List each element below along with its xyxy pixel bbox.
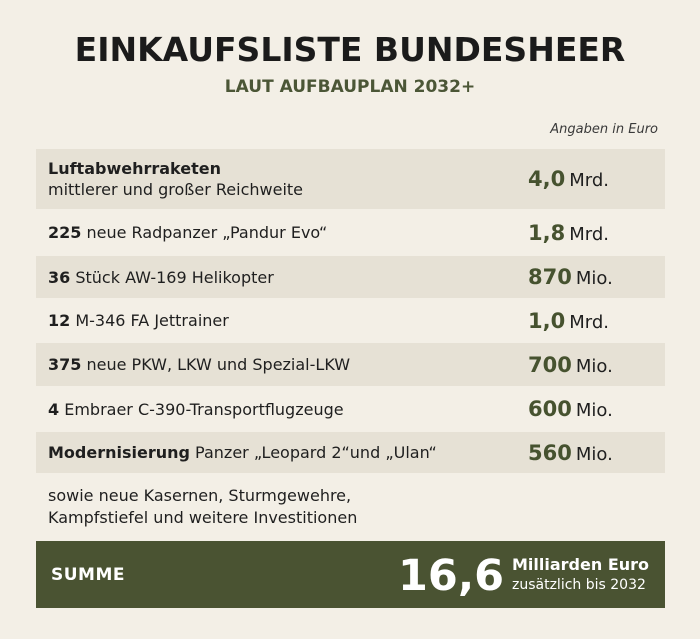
sum-label: SUMME [51,565,125,585]
footnote: sowie neue Kasernen, Sturmgewehre, Kampf… [48,485,357,529]
item-label: 36 Stück AW-169 Helikopter [48,267,518,288]
item-amount: 4,0 [528,167,566,191]
item-label-line2: mittlerer und großer Reichweite [48,180,303,199]
item-label-text: M-346 FA Jettrainer [70,311,229,330]
list-item: Modernisierung Panzer „Leopard 2“und „Ul… [36,432,665,473]
footnote-line1: sowie neue Kasernen, Sturmgewehre, [48,486,352,505]
page-subtitle: LAUT AUFBAUPLAN 2032+ [224,77,476,97]
item-amount: 560 [528,440,572,465]
item-label-bold: 12 [48,311,71,330]
item-label: 375 neue PKW, LKW und Spezial-LKW [48,354,518,375]
item-unit: Mrd. [569,311,609,333]
item-value: 4,0 Mrd. [528,167,609,191]
item-unit: Mrd. [569,170,609,191]
item-value: 560 Mio. [528,441,613,465]
item-label-text: Stück AW-169 Helikopter [70,267,274,287]
item-label-text: neue Radpanzer „Pandur Evo“ [81,223,328,242]
list-item: 36 Stück AW-169 Helikopter 870 Mio. [36,256,665,298]
list-item: 4 Embraer C-390-Transportflugzeuge 600 Mi… [36,386,665,432]
page-title: EINKAUFSLISTE BUNDESHEER [74,30,626,69]
list-item: 12 M-346 FA Jettrainer 1,0 Mrd. [36,298,665,343]
list-item: 225 neue Radpanzer „Pandur Evo“ 1,8 Mrd. [36,209,665,256]
sum-subtext: zusätzlich bis 2032 [512,577,646,593]
sum-bar: SUMME 16,6 Milliarden Euro zusätzlich bi… [36,541,665,608]
item-label-bold: Modernisierung [48,443,190,462]
item-label-bold: 4 [48,399,60,419]
item-value: 1,0 Mrd. [528,309,609,333]
footnote-line2: Kampfstiefel und weitere Investitionen [48,508,358,527]
item-unit: Mio. [575,400,613,421]
item-label: 4 Embraer C-390-Transportflugzeuge [48,399,518,420]
list-item: 375 neue PKW, LKW und Spezial-LKW 700 Mio… [36,343,665,386]
item-value: 600 Mio. [528,397,613,421]
item-unit: Mrd. [569,223,609,245]
item-value: 870 Mio. [528,265,613,289]
item-value: 1,8 Mrd. [528,221,609,245]
item-label-text: Embraer C-390-Transportflugzeuge [59,399,344,419]
item-label-bold: 375 [48,355,82,374]
item-label: 225 neue Radpanzer „Pandur Evo“ [48,222,518,243]
item-label-bold: Luftabwehrraketen [48,159,221,178]
item-label: Modernisierung Panzer „Leopard 2“und „Ul… [48,442,518,463]
item-amount: 1,0 [528,308,566,333]
sum-value: 16,6 [398,551,505,601]
item-list: Luftabwehrraketen mittlerer und großer R… [36,149,665,473]
item-label-text: Panzer „Leopard 2“und „Ulan“ [189,443,437,462]
item-label-text: neue PKW, LKW und Spezial-LKW [81,355,351,374]
sum-unit: Milliarden Euro [512,555,650,574]
item-value: 700 Mio. [528,353,613,377]
item-amount: 600 [528,397,572,421]
unit-note: Angaben in Euro [550,122,658,137]
item-amount: 700 [528,352,572,377]
item-amount: 1,8 [528,220,566,245]
item-amount: 870 [528,265,572,289]
item-label: 12 M-346 FA Jettrainer [48,310,518,331]
item-label-bold: 225 [48,223,82,242]
item-unit: Mio. [575,355,613,377]
item-label: Luftabwehrraketen mittlerer und großer R… [48,158,518,200]
item-label-bold: 36 [48,267,71,287]
item-unit: Mio. [575,443,613,465]
list-item: Luftabwehrraketen mittlerer und großer R… [36,149,665,209]
item-unit: Mio. [575,268,613,289]
